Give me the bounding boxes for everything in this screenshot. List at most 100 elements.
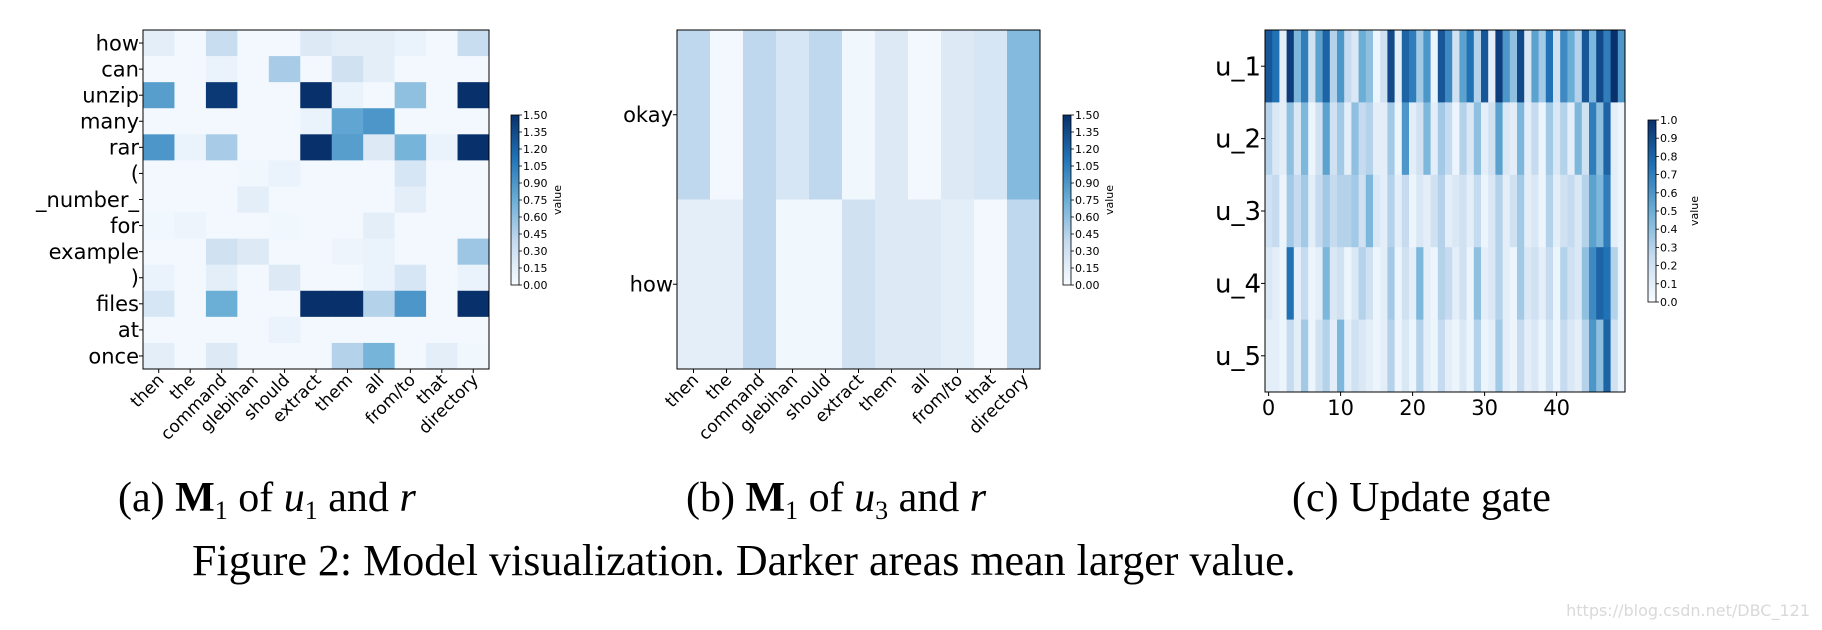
- heatmap-cell: [1423, 174, 1432, 248]
- heatmap-cell: [1394, 247, 1403, 321]
- heatmap-cell: [1589, 319, 1597, 393]
- heatmap-cell: [457, 160, 490, 187]
- heatmap-cell: [1409, 174, 1417, 248]
- x-tick-label: 20: [1399, 396, 1426, 420]
- heatmap-cell: [1459, 30, 1468, 103]
- heatmap-cell: [1380, 319, 1388, 393]
- heatmap-cell: [1538, 102, 1547, 176]
- colorbar-tick-label: 0.90: [523, 177, 548, 190]
- heatmap-cell: [1351, 30, 1360, 103]
- heatmap-cell: [205, 212, 238, 240]
- heatmap-cell: [1481, 102, 1489, 176]
- heatmap-cell: [363, 212, 396, 240]
- heatmap-cell: [237, 56, 270, 83]
- heatmap-cell: [1301, 319, 1309, 393]
- y-tick-label: many: [80, 110, 139, 134]
- heatmap-cell: [1574, 319, 1583, 393]
- y-tick-label: okay: [623, 103, 673, 127]
- heatmap-cell: [174, 56, 207, 83]
- colorbar-tick-label: 1.0: [1660, 114, 1678, 127]
- heatmap-cell: [1589, 102, 1597, 176]
- heatmap-cell: [457, 56, 490, 83]
- heatmap-cell: [1459, 319, 1468, 393]
- colorbar-tick-label: 0.3: [1660, 241, 1678, 254]
- heatmap-cell: [1373, 102, 1381, 176]
- heatmap-cell: [1344, 319, 1352, 393]
- heatmap-cell: [143, 238, 175, 266]
- heatmap-cell: [1560, 30, 1568, 103]
- heatmap-cell: [457, 186, 490, 214]
- heatmap-cell: [300, 160, 333, 187]
- heatmap-cell: [237, 134, 270, 161]
- heatmap-cell: [363, 186, 396, 214]
- heatmap-cell: [1358, 30, 1367, 103]
- heatmap-cell: [1279, 174, 1288, 248]
- heatmap-cell: [1365, 319, 1374, 393]
- heatmap-cell: [394, 160, 427, 187]
- heatmap-cell: [205, 186, 238, 214]
- heatmap-cell: [205, 160, 238, 187]
- heatmap-cell: [1351, 102, 1360, 176]
- heatmap-cell: [1430, 247, 1439, 321]
- heatmap-cell: [1265, 30, 1273, 103]
- heatmap-cell: [1308, 174, 1316, 248]
- heatmap-cell: [1401, 30, 1410, 103]
- heatmap-cell: [1387, 247, 1396, 321]
- heatmap-cell: [1409, 30, 1417, 103]
- heatmap-cell: [1007, 199, 1041, 370]
- heatmap-cell: [174, 238, 207, 266]
- x-tick-label: 30: [1471, 396, 1498, 420]
- colorbar: [510, 114, 520, 286]
- heatmap-cell: [1488, 247, 1496, 321]
- heatmap-cell: [1265, 319, 1273, 393]
- subcaption-a: (a) M1 of u1 and r: [118, 475, 416, 525]
- heatmap-cell: [1322, 174, 1331, 248]
- heatmap-cell: [1416, 247, 1424, 321]
- heatmap-cell: [457, 134, 490, 161]
- heatmap-cell: [300, 134, 333, 161]
- heatmap-cell: [1509, 174, 1518, 248]
- heatmap-cell: [1437, 102, 1446, 176]
- heatmap-cell: [300, 342, 333, 370]
- heatmap-cell: [1531, 102, 1540, 176]
- heatmap-cell: [1279, 319, 1288, 393]
- heatmap-cell: [1437, 319, 1446, 393]
- heatmap-cell: [1524, 30, 1532, 103]
- heatmap-cell: [174, 342, 207, 370]
- heatmap-cell: [1315, 247, 1324, 321]
- heatmap-cell: [1509, 102, 1518, 176]
- heatmap-cell: [1574, 102, 1583, 176]
- heatmap-cell: [1596, 319, 1604, 393]
- colorbar-tick-label: 0.4: [1660, 223, 1678, 236]
- heatmap-cell: [1617, 102, 1626, 176]
- heatmap-cell: [143, 30, 175, 57]
- heatmap-cell: [1329, 174, 1338, 248]
- heatmap-cell: [331, 82, 364, 109]
- heatmap-cell: [457, 108, 490, 135]
- heatmap-cell: [1466, 319, 1475, 393]
- heatmap-cell: [1358, 102, 1367, 176]
- watermark: https://blog.csdn.net/DBC_121: [1566, 601, 1810, 620]
- heatmap-cell: [300, 290, 333, 318]
- heatmap-cell: [1538, 319, 1547, 393]
- heatmap-cell: [1322, 30, 1331, 103]
- heatmap-cell: [1394, 174, 1403, 248]
- heatmap-cell: [1437, 247, 1446, 321]
- heatmap-cell: [1610, 247, 1619, 321]
- colorbar-tick-label: 0.60: [523, 211, 548, 224]
- heatmap-cell: [363, 316, 396, 344]
- heatmap-cell: [268, 316, 301, 344]
- y-tick-label: how: [96, 31, 139, 55]
- heatmap-cell: [1373, 174, 1381, 248]
- heatmap-cell: [1610, 174, 1619, 248]
- y-tick-label: once: [88, 344, 139, 368]
- heatmap-cell: [268, 160, 301, 187]
- heatmap-cell: [1495, 30, 1504, 103]
- heatmap-cell: [268, 82, 301, 109]
- heatmap-cell: [1351, 174, 1360, 248]
- heatmap-cell: [1373, 30, 1381, 103]
- heatmap-cell: [457, 238, 490, 266]
- heatmap-cell: [237, 82, 270, 109]
- heatmap-cell: [237, 186, 270, 214]
